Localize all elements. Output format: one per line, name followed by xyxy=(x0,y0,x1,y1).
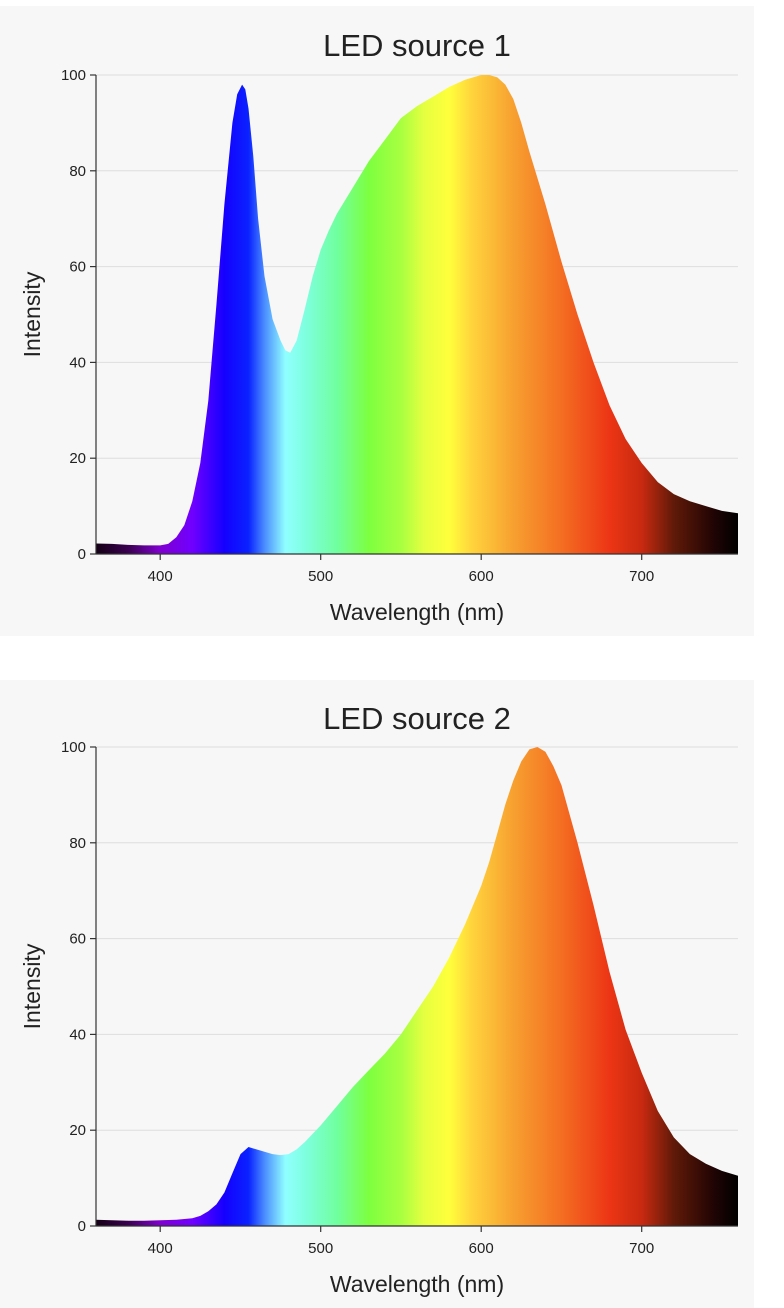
y-tick-label: 40 xyxy=(69,1026,86,1043)
spectrum-chart-2: 0 20 40 60 80 100 400 500 600 700 LED source 2 Wave… xyxy=(19,701,738,1297)
y-tick-label: 40 xyxy=(69,354,86,371)
x-tick-label: 400 xyxy=(148,568,173,585)
x-axis-label: Wavelength (nm) xyxy=(330,1271,504,1297)
x-tick-label: 600 xyxy=(469,1240,494,1257)
spectrum-chart-1: 0 20 40 60 80 100 400 500 600 700 LED source 1 Wave… xyxy=(19,28,738,625)
chart-title: LED source 2 xyxy=(323,701,511,736)
spectrum-area xyxy=(96,75,738,554)
y-tick-label: 20 xyxy=(69,1122,86,1139)
y-tick-label: 80 xyxy=(69,835,86,852)
x-tick-label: 500 xyxy=(308,568,333,585)
y-axis-label: Intensity xyxy=(19,943,45,1029)
y-tick-label: 60 xyxy=(69,931,86,948)
y-tick-label: 100 xyxy=(61,67,86,84)
x-tick-label: 700 xyxy=(629,1240,654,1257)
x-axis-label: Wavelength (nm) xyxy=(330,599,504,625)
x-tick-label: 400 xyxy=(148,1240,173,1257)
y-tick-label: 80 xyxy=(69,163,86,180)
chart-title: LED source 1 xyxy=(323,28,511,63)
y-tick-label: 20 xyxy=(69,450,86,467)
y-axis-label: Intensity xyxy=(19,271,45,357)
y-tick-label: 0 xyxy=(78,546,86,563)
y-tick-label: 100 xyxy=(61,739,86,756)
x-tick-label: 700 xyxy=(629,568,654,585)
y-tick-label: 60 xyxy=(69,259,86,276)
spectrum-area xyxy=(96,747,738,1226)
y-tick-label: 0 xyxy=(78,1218,86,1235)
chart-panel-1: 0 20 40 60 80 100 400 500 600 700 LED source 1 Wave… xyxy=(0,6,754,636)
x-tick-label: 600 xyxy=(469,568,494,585)
chart-panel-2: 0 20 40 60 80 100 400 500 600 700 LED source 2 Wave… xyxy=(0,680,754,1308)
x-tick-label: 500 xyxy=(308,1240,333,1257)
